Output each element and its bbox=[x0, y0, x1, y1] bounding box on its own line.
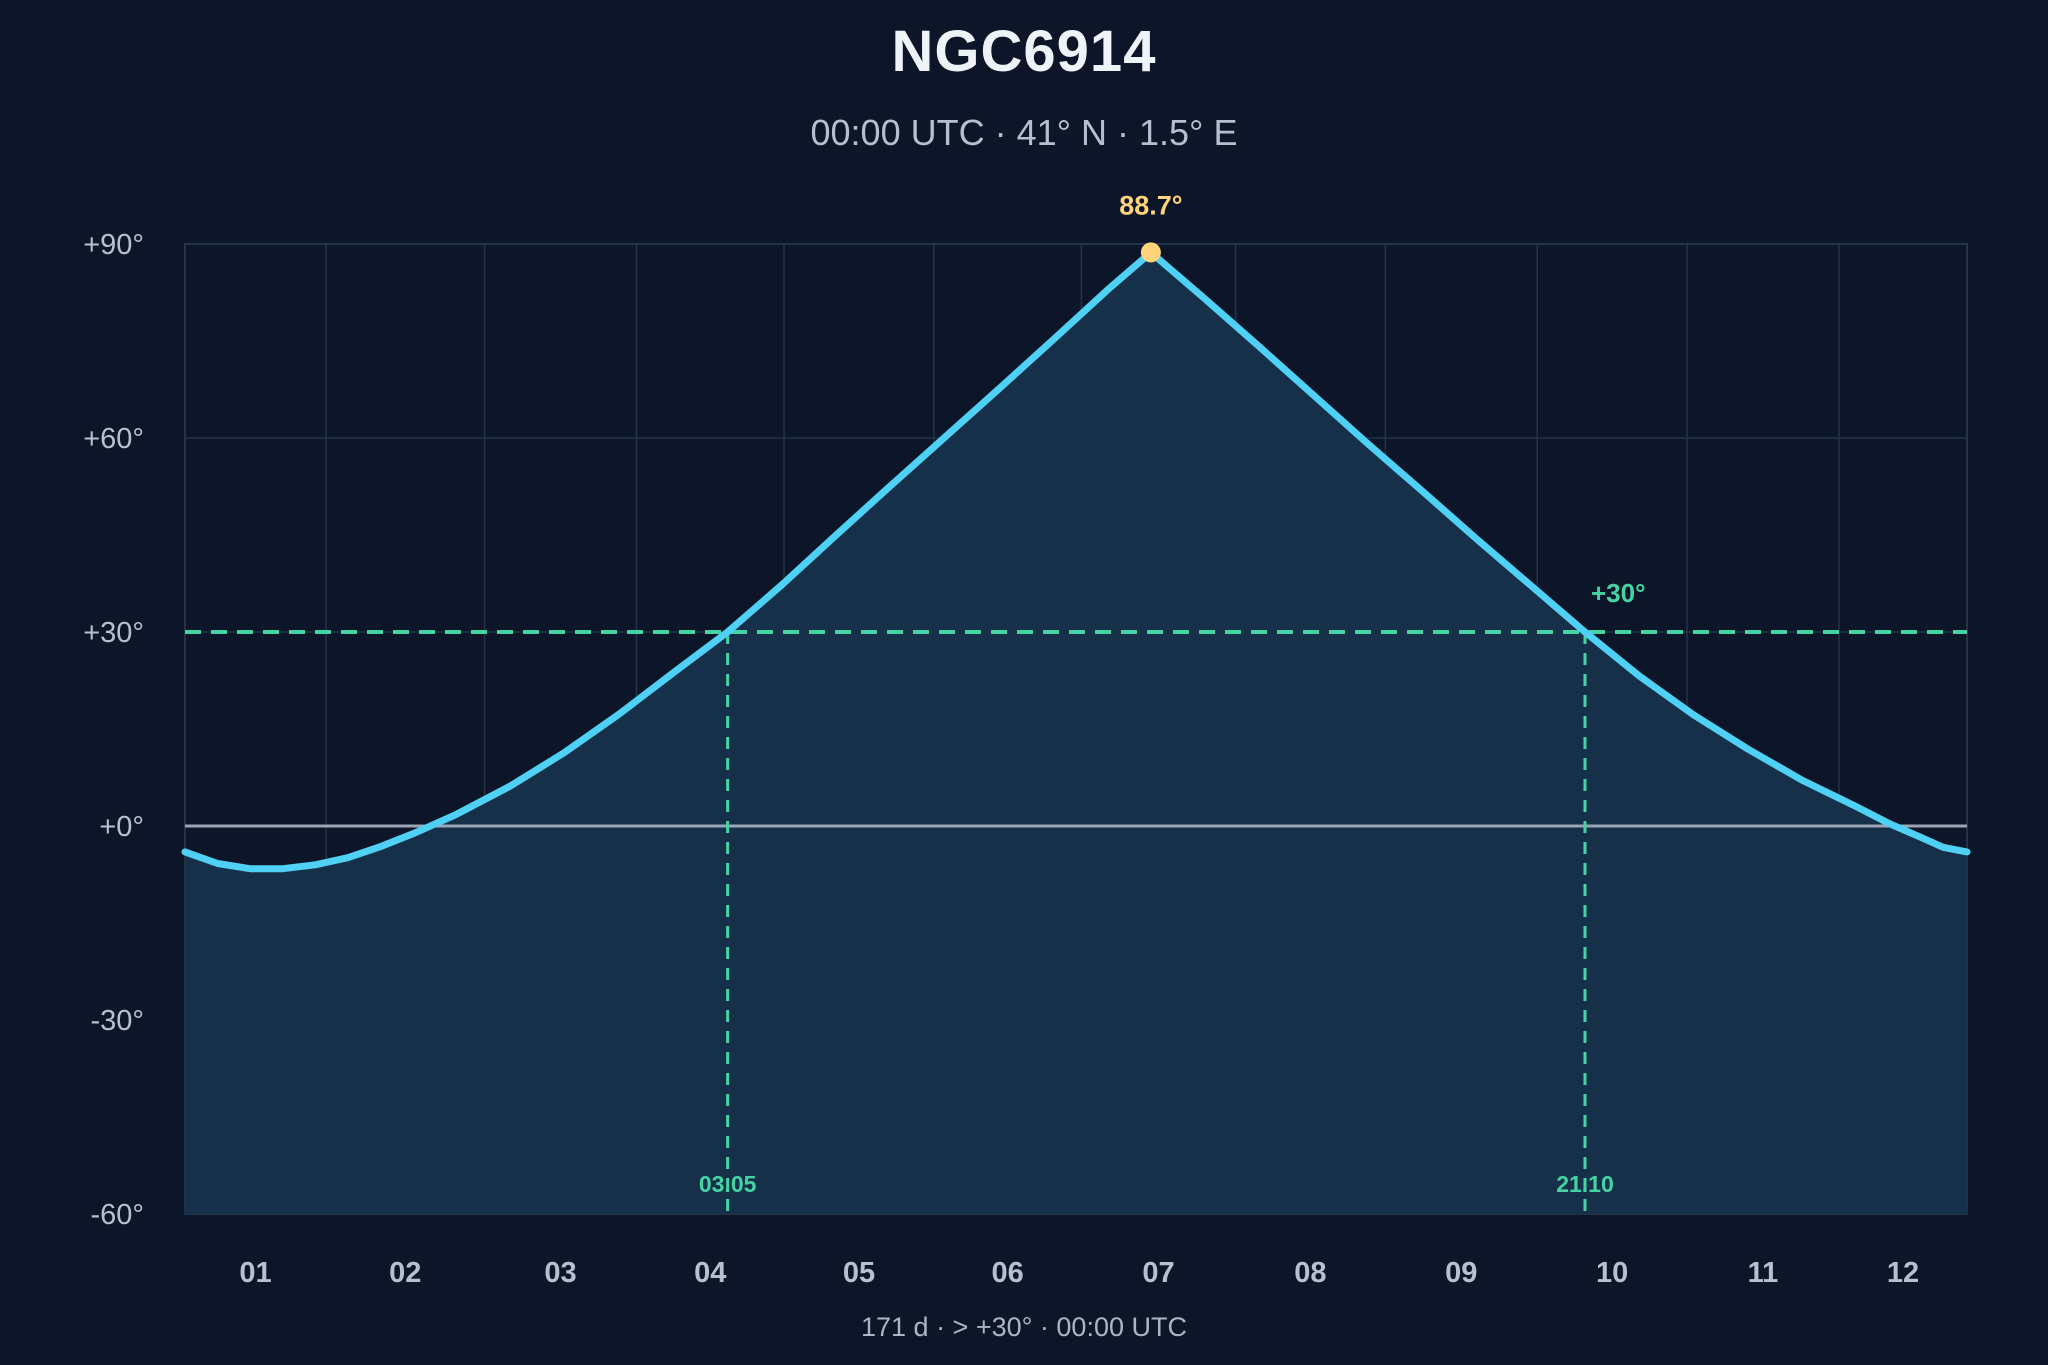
chart-subtitle: 00:00 UTC · 41° N · 1.5° E bbox=[810, 112, 1238, 153]
labels: +90° +60° +30° +0° -30° -60° 01 02 03 04 05 06 07 08 0… bbox=[83, 190, 1919, 1289]
x-tick-label: 04 bbox=[694, 1257, 726, 1289]
x-tick-label: 02 bbox=[389, 1257, 421, 1289]
x-tick-label: 08 bbox=[1294, 1257, 1326, 1289]
x-tick-label: 01 bbox=[239, 1257, 271, 1289]
y-tick-label: +0° bbox=[99, 811, 144, 843]
altitude-area-fill bbox=[185, 252, 1967, 1214]
crossing-label: 21.10 bbox=[1556, 1171, 1614, 1197]
threshold-label: +30° bbox=[1591, 578, 1646, 608]
x-tick-label: 05 bbox=[843, 1257, 875, 1289]
y-tick-label: +30° bbox=[83, 617, 144, 649]
peak-label: 88.7° bbox=[1119, 190, 1182, 220]
y-tick-label: -60° bbox=[90, 1199, 144, 1231]
x-tick-label: 06 bbox=[991, 1257, 1023, 1289]
x-tick-label: 10 bbox=[1596, 1257, 1628, 1289]
y-tick-label: +90° bbox=[83, 229, 144, 261]
chart-title: NGC6914 bbox=[891, 19, 1157, 84]
marks bbox=[185, 630, 1967, 1214]
x-tick-label: 07 bbox=[1142, 1257, 1174, 1289]
x-tick-label: 12 bbox=[1887, 1257, 1919, 1289]
altitude-series-line bbox=[181, 248, 1971, 873]
crossing-label: 03.05 bbox=[699, 1171, 757, 1197]
y-tick-label: +60° bbox=[83, 423, 144, 455]
x-tick-label: 09 bbox=[1445, 1257, 1477, 1289]
peak-marker bbox=[1140, 242, 1161, 263]
chart-footer: 171 d · > +30° · 00:00 UTC bbox=[861, 1312, 1187, 1342]
x-tick-label: 11 bbox=[1748, 1257, 1779, 1289]
y-tick-label: -30° bbox=[90, 1005, 144, 1037]
x-tick-label: 03 bbox=[544, 1257, 576, 1289]
